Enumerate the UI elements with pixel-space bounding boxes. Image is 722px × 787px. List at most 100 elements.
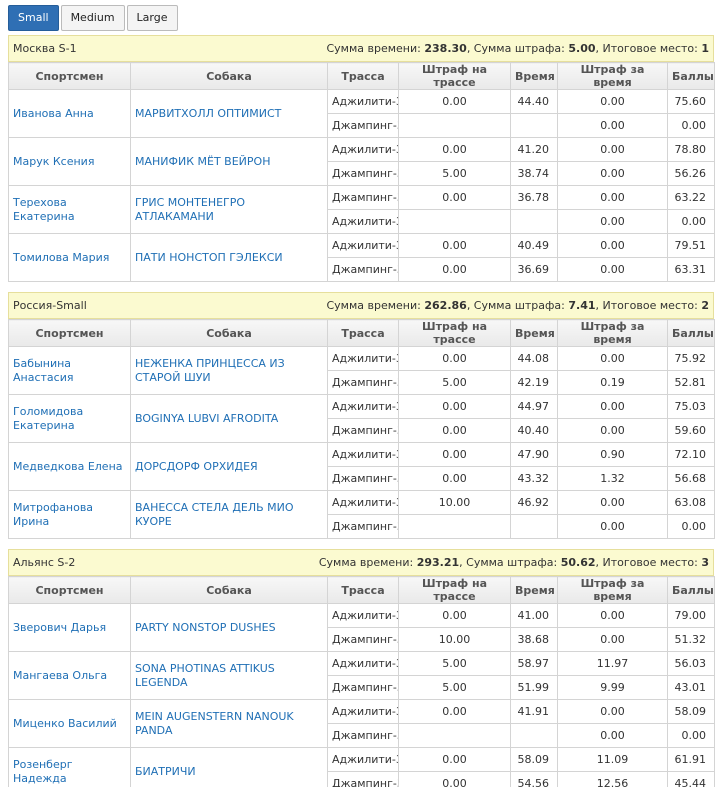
- dog-name[interactable]: ГРИС МОНТЕНЕГРО АТЛАКАМАНИ: [130, 185, 328, 234]
- run-cell: 0.00: [398, 747, 511, 772]
- dog-name[interactable]: MEIN AUGENSTERN NANOUK PANDA: [130, 699, 328, 748]
- dog-name[interactable]: BOGINYA LUBVI AFRODITA: [130, 394, 328, 443]
- run-cell: 11.97: [557, 651, 668, 676]
- dog-name[interactable]: МАРВИТХОЛЛ ОПТИМИСТ: [130, 89, 328, 138]
- size-tab[interactable]: Large: [126, 5, 178, 31]
- run-cell: 58.97: [510, 651, 558, 676]
- athlete-name[interactable]: Бабынина Анастасия: [8, 346, 131, 395]
- size-tab[interactable]: Medium: [60, 5, 125, 31]
- summary-value: 262.86: [424, 299, 467, 312]
- run-cell: 75.60: [667, 89, 715, 114]
- dog-name[interactable]: НЕЖЕНКА ПРИНЦЕССА ИЗ СТАРОЙ ШУИ: [130, 346, 328, 395]
- summary-value: 293.21: [416, 556, 460, 569]
- summary-value: 3: [701, 556, 709, 569]
- run-row: Джампинг-3 0.00 0.00: [9, 723, 715, 748]
- summary-value: 50.62: [560, 556, 596, 569]
- run-cell: Аджилити-3: [327, 346, 399, 371]
- summary-label: , Сумма штрафа:: [459, 556, 558, 569]
- run-row: Миценко Василий MEIN AUGENSTERN NANOUK PA…: [8, 699, 715, 748]
- team-summary: Сумма времени: 262.86, Сумма штрафа: 7.4…: [326, 293, 709, 318]
- run-row: Терехова Екатерина ГРИС МОНТЕНЕГРО АТЛАКА…: [8, 185, 715, 234]
- table-body: Зверович Дарья PARTY NONSTOP DUSHES Аджили…: [8, 603, 715, 787]
- run-cell: Аджилити-3: [327, 442, 399, 467]
- run-cell: 36.69: [510, 257, 558, 282]
- run-cell: Аджилити-3: [327, 651, 399, 676]
- dog-name[interactable]: ПАТИ НОНСТОП ГЭЛЕКСИ: [130, 233, 328, 282]
- run-cell: Джампинг-3: [327, 627, 399, 652]
- size-tab[interactable]: Small: [8, 5, 59, 31]
- dog-name[interactable]: МАНИФИК МЁТ ВЕЙРОН: [130, 137, 328, 186]
- run-cell: 46.92: [510, 490, 558, 515]
- athlete-name[interactable]: Мангаева Ольга: [8, 651, 131, 700]
- column-header: Штраф за время: [557, 62, 668, 90]
- summary-label: , Сумма штрафа:: [466, 299, 565, 312]
- athlete-name[interactable]: Медведкова Елена: [8, 442, 131, 491]
- athlete-name[interactable]: Марук Ксения: [8, 137, 131, 186]
- empty-cell: [398, 514, 511, 539]
- athlete-name[interactable]: Голомидова Екатерина: [8, 394, 131, 443]
- run-cell: Джампинг-3: [327, 370, 399, 395]
- column-header: Спортсмен: [8, 319, 131, 347]
- run-row: Джампинг-3 5.00 38.74 0.00 56.26: [9, 161, 715, 186]
- summary-value: 238.30: [424, 42, 467, 55]
- team-name: Россия-Small: [13, 299, 87, 312]
- run-cell: 0.00: [557, 89, 668, 114]
- column-header: Собака: [130, 319, 328, 347]
- run-cell: Джампинг-3: [327, 723, 399, 748]
- dog-name[interactable]: SONA PHOTINAS ATTIKUS LEGENDA: [130, 651, 328, 700]
- run-cell: 0.00: [557, 346, 668, 371]
- column-header: Баллы: [667, 576, 715, 604]
- run-cell: 45.44: [667, 771, 715, 787]
- athlete-name[interactable]: Терехова Екатерина: [8, 185, 131, 234]
- column-header: Штраф на трассе: [398, 319, 511, 347]
- header-row: Спортсмен Собака Трасса Штраф на трассе Врем…: [8, 319, 715, 347]
- header-row: Спортсмен Собака Трасса Штраф на трассе Врем…: [8, 576, 715, 604]
- dog-name[interactable]: PARTY NONSTOP DUSHES: [130, 603, 328, 652]
- run-cell: 0.19: [557, 370, 668, 395]
- run-row: Джампинг-3 0.00 0.00: [9, 514, 715, 539]
- dog-name[interactable]: БИАТРИЧИ: [130, 747, 328, 787]
- run-cell: 72.10: [667, 442, 715, 467]
- athlete-name[interactable]: Митрофанова Ирина: [8, 490, 131, 539]
- athlete-name[interactable]: Зверович Дарья: [8, 603, 131, 652]
- athlete-name[interactable]: Розенберг Надежда: [8, 747, 131, 787]
- run-cell: 0.00: [398, 89, 511, 114]
- column-header: Штраф за время: [557, 319, 668, 347]
- run-cell: Аджилити-3: [327, 89, 399, 114]
- run-cell: 52.81: [667, 370, 715, 395]
- column-header: Трасса: [327, 62, 399, 90]
- run-cell: 41.20: [510, 137, 558, 162]
- run-row: Голомидова Екатерина BOGINYA LUBVI AFRODI…: [8, 394, 715, 443]
- run-cell: 0.00: [398, 466, 511, 491]
- team-header: Москва S-1 Сумма времени: 238.30, Сумма ш…: [8, 35, 714, 62]
- run-cell: 0.00: [557, 723, 668, 748]
- run-cell: 0.00: [398, 346, 511, 371]
- run-cell: Джампинг-3: [327, 185, 399, 210]
- dog-name[interactable]: ВАНЕССА СТЕЛА ДЕЛЬ МИО КУОРЕ: [130, 490, 328, 539]
- run-cell: Аджилити-3: [327, 699, 399, 724]
- run-cell: Джампинг-3: [327, 113, 399, 138]
- athlete-name[interactable]: Иванова Анна: [8, 89, 131, 138]
- run-cell: 0.00: [557, 113, 668, 138]
- run-cell: Джампинг-3: [327, 466, 399, 491]
- run-cell: 1.32: [557, 466, 668, 491]
- run-cell: 0.00: [398, 771, 511, 787]
- team-block: Альянс S-2 Сумма времени: 293.21, Сумма ш…: [8, 549, 715, 787]
- column-header: Время: [510, 576, 558, 604]
- run-cell: Аджилити-3: [327, 394, 399, 419]
- run-row: Медведкова Елена ДОРСДОРФ ОРХИДЕЯ Аджилити…: [8, 442, 715, 491]
- run-cell: 0.00: [557, 699, 668, 724]
- run-cell: 78.80: [667, 137, 715, 162]
- run-cell: 79.00: [667, 603, 715, 628]
- athlete-name[interactable]: Миценко Василий: [8, 699, 131, 748]
- run-cell: 43.01: [667, 675, 715, 700]
- run-row: Митрофанова Ирина ВАНЕССА СТЕЛА ДЕЛЬ МИО …: [8, 490, 715, 539]
- athlete-name[interactable]: Томилова Мария: [8, 233, 131, 282]
- table-body: Бабынина Анастасия НЕЖЕНКА ПРИНЦЕССА ИЗ С…: [8, 346, 715, 539]
- run-cell: Джампинг-3: [327, 418, 399, 443]
- dog-name[interactable]: ДОРСДОРФ ОРХИДЕЯ: [130, 442, 328, 491]
- run-cell: 0.90: [557, 442, 668, 467]
- run-cell: Джампинг-3: [327, 771, 399, 787]
- run-cell: 54.56: [510, 771, 558, 787]
